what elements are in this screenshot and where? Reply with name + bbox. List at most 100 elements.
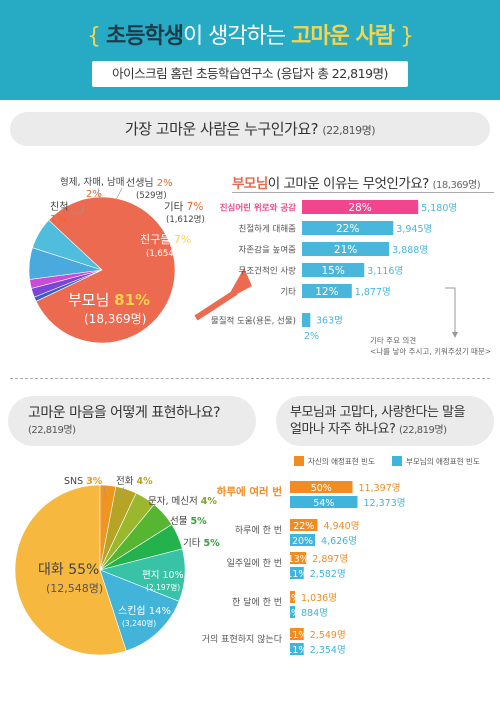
bar2-count-3: 3,116명 — [367, 266, 403, 277]
pie1-label-parents-pct: 81% — [114, 291, 150, 309]
pie3-label-sns-name: SNS — [64, 476, 86, 487]
section-divider — [10, 378, 490, 379]
bar4-parents-count-2: 2,582명 — [310, 569, 346, 580]
pie1-label-other-pct: 7% — [187, 201, 204, 213]
bar2-value-1: 22% — [336, 223, 359, 235]
pie-slice-7 — [99, 569, 180, 652]
pie1-label-friends-pct: 7% — [174, 233, 191, 246]
bar2-bar-2 — [302, 242, 390, 256]
question-2-text: 이 고마운 이유는 무엇인가요? — [267, 176, 430, 192]
bar2-bar-4 — [302, 284, 352, 298]
pie-chart-expression: 대화 55%(12,548명)SNS 3% 전화 4%문자, 메신저 4%선물 5… — [14, 476, 220, 656]
pie-slice-0 — [35, 196, 176, 344]
bar2-bar-3 — [302, 263, 365, 277]
bar4-parents-value-2: 11% — [286, 569, 307, 580]
bar4-self-bar-2 — [290, 552, 307, 564]
bar2-bar-5 — [302, 313, 311, 327]
pie1-label-siblings: 형제, 자매, 남매 — [60, 177, 125, 188]
question-4-line2-wrap: 얼마나 자주 하나요? (22,819명) — [290, 421, 480, 439]
pie3-label-talk-count: (12,548명) — [46, 582, 103, 595]
note-other-opinions: 기타 주요 의견 <나를 낳아 주시고, 키워주셨기 때문> — [370, 287, 491, 356]
pie1-label-siblings-pct: 2% — [86, 189, 102, 200]
pie3-label-letter-pct: 10% — [163, 570, 184, 581]
bar4-category-0: 하루에 여러 번 — [217, 485, 282, 498]
pie3-label-message-name: 문자, 메신저 — [148, 496, 201, 507]
pie1-leader-siblings — [97, 187, 101, 201]
pie3-label-sns-pct: 3% — [86, 476, 103, 487]
bar4-category-3: 한 달에 한 번 — [232, 596, 282, 608]
bar2-category-3: 무조건적인 사랑 — [239, 266, 297, 277]
title-brace-close: } — [400, 24, 414, 49]
question-4-line1: 부모님과 고맙다, 사랑한다는 말을 — [290, 405, 465, 420]
title-keyword-grateful: 고마운 사람 — [291, 24, 395, 49]
bar4-self-value-3: 4% — [285, 593, 300, 604]
question-2-underline — [232, 192, 494, 193]
bar4-self-count-2: 2,897명 — [312, 554, 348, 565]
bar4-parents-value-0: 54% — [313, 498, 334, 509]
bar2-count-5: 363명 — [316, 316, 343, 327]
bar2-count-2: 3,888명 — [392, 245, 428, 256]
title-keyword-students: 초등학생 — [105, 24, 184, 49]
bar4-category-4: 거의 표현하지 않는다 — [202, 634, 283, 645]
pie1-label-other-name: 기타 — [164, 201, 187, 213]
bar4-self-bar-1 — [290, 519, 318, 531]
pie3-label-message-pct: 4% — [201, 496, 218, 507]
bar4-parents-value-1: 20% — [292, 536, 313, 547]
legend-label-parents: 부모님의 애정표현 빈도 — [406, 456, 480, 466]
question-2-highlight: 부모님 — [232, 176, 268, 192]
bar4-self-count-0: 11,397명 — [359, 483, 401, 494]
bar4-parents-bar-3 — [290, 606, 295, 618]
bar4-category-1: 하루에 한 번 — [235, 525, 282, 536]
pie3-label-phone-name: 전화 — [116, 476, 137, 487]
bar2-category-1: 친절하게 대해줌 — [239, 224, 297, 235]
pie3-label-other: 기타 5% — [183, 538, 220, 549]
title-middle: 이 생각하는 — [182, 24, 292, 49]
pie3-label-other-name: 기타 — [183, 538, 204, 549]
pie1-label-teacher-count: (529명) — [136, 190, 167, 201]
bar4-self-bar-0 — [290, 481, 353, 493]
pie-chart-grateful-person: 부모님 81%(18,369명)친척1%형제, 자매, 남매2%선생님 2%(5… — [28, 177, 205, 344]
question-1-box: 가장 고마운 사람은 누구인가요? (22,819명) — [10, 112, 490, 146]
bar4-parents-bar-0 — [290, 496, 358, 508]
note-bracket — [445, 287, 456, 334]
bar2-value-0: 28% — [348, 202, 371, 214]
bar2-bar-1 — [302, 221, 394, 235]
bar4-self-value-1: 22% — [293, 521, 314, 532]
pie3-label-gift: 선물 5% — [170, 516, 207, 527]
pie3-label-phone: 전화 4% — [116, 476, 153, 487]
bar2-count-4: 1,877명 — [355, 287, 391, 298]
bar2-category-4: 기타 — [280, 288, 296, 298]
pie3-leader-sns — [103, 486, 107, 499]
pie1-label-friends-count: (1,654명) — [146, 248, 185, 259]
pie3-label-gift-pct: 5% — [191, 516, 208, 527]
bar2-category-5: 물질적 도움(용돈, 선물) — [211, 316, 296, 327]
pie3-label-skinship-name: 스킨쉽 — [118, 605, 149, 617]
pie1-label-friends: 친구들 7% — [140, 233, 191, 246]
question-1-count: (22,819명) — [322, 124, 376, 137]
bar2-bar-0 — [302, 200, 419, 214]
pie3-label-skinship-pct: 14% — [149, 606, 171, 617]
note-line-1: 기타 주요 의견 — [370, 335, 416, 345]
pie3-label-letter-name: 편지 — [142, 569, 163, 581]
pie3-label-message: 문자, 메신저 4% — [148, 496, 217, 507]
pie3-label-sns: SNS 3% — [64, 476, 103, 487]
pie1-label-friends-name: 친구들 — [140, 233, 174, 246]
bar4-parents-count-4: 2,354명 — [310, 645, 346, 656]
pie-slice-0 — [14, 484, 127, 656]
question-2-heading: 부모님이 고마운 이유는 무엇인가요? (18,369명) — [232, 172, 481, 192]
bar4-self-count-1: 4,940명 — [324, 521, 360, 532]
legend-label-self: 자신의 애정표현 빈도 — [308, 456, 375, 466]
pie3-label-phone-pct: 4% — [137, 476, 154, 487]
bar2-value-5: 2% — [304, 331, 319, 342]
pie-slice-5 — [32, 219, 103, 271]
survey-source: 아이스크림 홈런 초등학습연구소 (응답자 총 22,819명) — [92, 61, 408, 87]
bar4-self-count-4: 2,549명 — [310, 630, 346, 641]
pie3-label-talk-pct: 55% — [68, 562, 99, 578]
bar2-value-4: 12% — [315, 286, 338, 298]
question-3-box: 고마운 마음을 어떻게 표현하나요? (22,819명) — [8, 396, 256, 446]
legend-swatch-parents — [392, 456, 402, 466]
bar2-value-2: 21% — [334, 244, 357, 256]
question-4-box: 부모님과 고맙다, 사랑한다는 말을 얼마나 자주 하나요? (22,819명) — [276, 396, 494, 446]
bar4-self-count-3: 1,036명 — [301, 593, 337, 604]
